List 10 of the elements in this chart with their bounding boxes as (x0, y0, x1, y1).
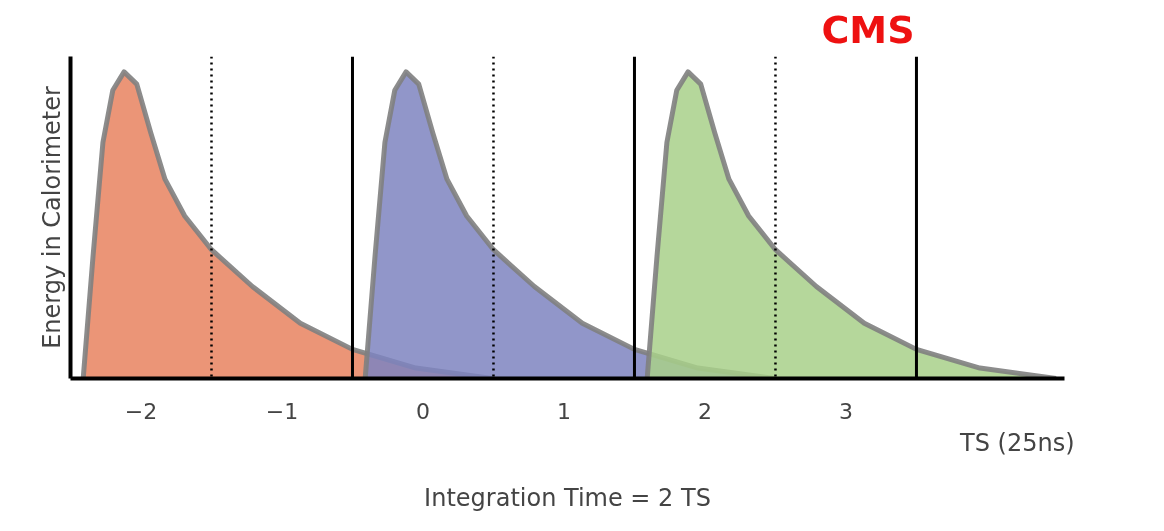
x-axis-title: TS (25ns) (959, 428, 1075, 457)
x-tick-label: 2 (697, 398, 712, 424)
x-tick-label: 0 (415, 398, 430, 424)
y-axis-title: Energy in Calorimeter (37, 86, 66, 349)
x-tick-label: 1 (556, 398, 571, 424)
text: CMS (821, 7, 915, 52)
text: Integration Time = 2 TS (424, 483, 711, 512)
x-tick-label: 3 (838, 398, 853, 424)
x-tick-label: −1 (265, 398, 299, 424)
x-tick-label: −2 (124, 398, 158, 424)
